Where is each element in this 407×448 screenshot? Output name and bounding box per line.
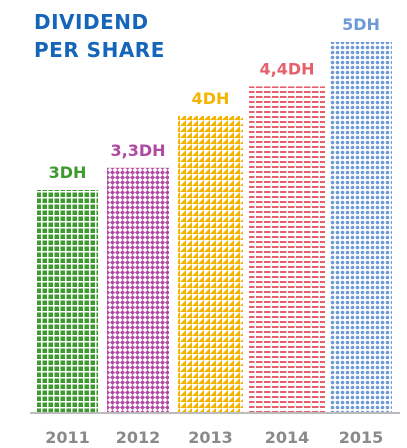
x-tick-label: 2013 <box>188 428 233 447</box>
x-tick-label: 2015 <box>339 428 384 447</box>
bar <box>330 42 392 412</box>
x-tick-label: 2011 <box>45 428 90 447</box>
x-tick-label: 2014 <box>265 428 310 447</box>
value-label: 5DH <box>342 15 380 34</box>
bar <box>37 190 98 412</box>
value-label: 4,4DH <box>259 59 314 78</box>
value-label: 3DH <box>49 163 87 182</box>
bar <box>178 116 243 412</box>
x-tick-label: 2012 <box>116 428 161 447</box>
bar <box>107 167 169 412</box>
bar <box>249 86 325 413</box>
chart-title: DIVIDEND PER SHARE <box>34 10 165 62</box>
value-label: 4DH <box>192 89 230 108</box>
value-label: 3,3DH <box>110 141 165 160</box>
